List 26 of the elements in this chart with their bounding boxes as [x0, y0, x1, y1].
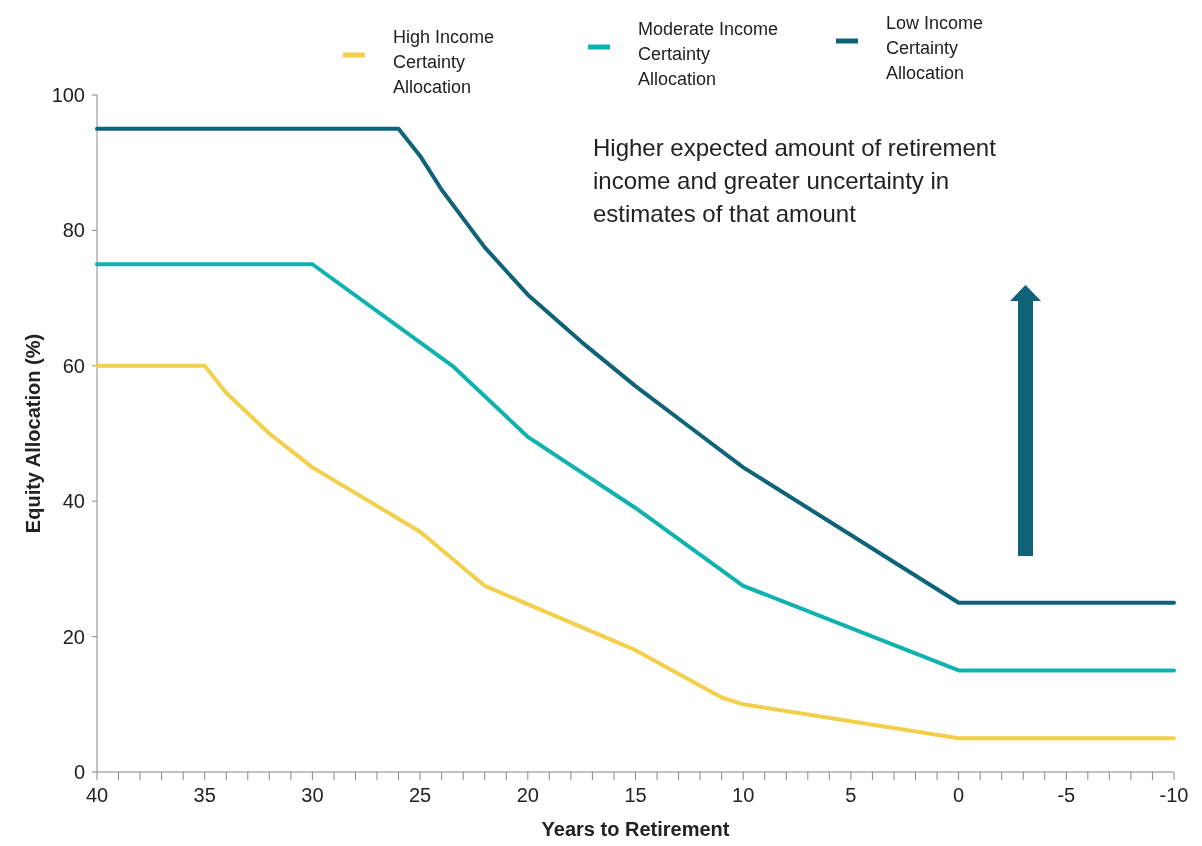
x-tick-label: 30: [301, 784, 324, 806]
annotation: Higher expected amount of retirement income and greater uncertainty in estimates of that amount: [593, 134, 997, 227]
x-tick-label: 0: [953, 784, 965, 806]
legend-label: Moderate Income Certainty Allocation: [638, 19, 779, 89]
x-tick-label: 20: [516, 784, 539, 806]
y-tick-label: 40: [62, 490, 85, 513]
line-series: [95, 363, 1176, 741]
line-series: [95, 262, 1176, 673]
x-tick-label: 25: [408, 784, 432, 806]
legend-label: High Income Certainty Allocation: [393, 27, 495, 97]
y-axis-title: Equity Allocation (%): [22, 333, 44, 534]
x-axis-title: Years to Retirement: [541, 818, 730, 840]
y-tick-label: 100: [51, 84, 85, 106]
y-tick-label: 20: [62, 625, 85, 648]
legend-label: Low Income Certainty Allocation: [886, 13, 984, 83]
x-tick-label: 40: [85, 784, 109, 806]
x-tick-label: 35: [193, 784, 216, 806]
x-tick-label: 5: [845, 784, 857, 806]
y-tick-label: 60: [62, 354, 85, 377]
x-tick-label: 10: [732, 784, 755, 806]
x-tick-label: 15: [624, 784, 647, 806]
y-tick-label: 80: [62, 219, 85, 242]
x-tick-label: -5: [1057, 784, 1076, 806]
x-tick-label: -10: [1159, 784, 1189, 806]
line-series: [95, 126, 1176, 605]
y-tick-label: 0: [73, 761, 85, 783]
